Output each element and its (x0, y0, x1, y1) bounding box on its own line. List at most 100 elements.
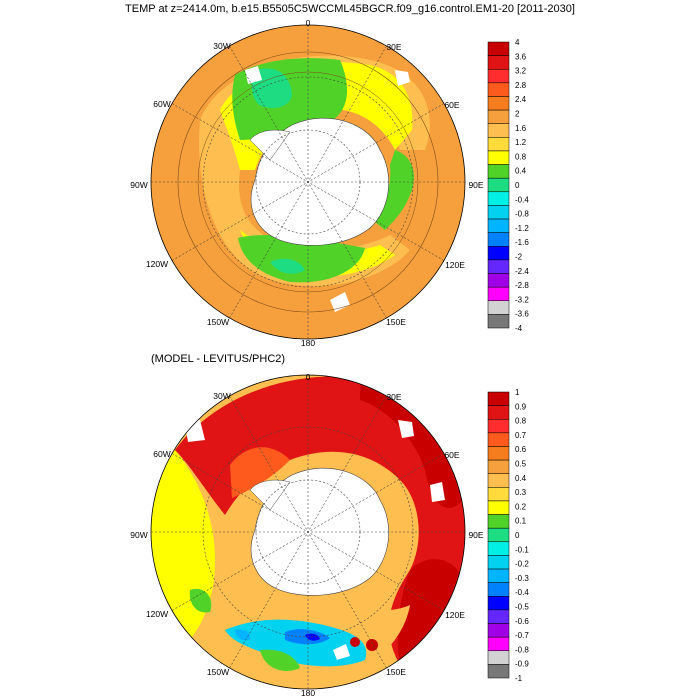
bottom-map-panel: 1 0.9 0.8 0.7 0.6 0.5 0.4 0.3 0.2 0.1 0 -0.1 -0.2 -0.… (0, 350, 700, 700)
top-lon-label-90w: 90W (130, 180, 148, 190)
bottom-lon-label-150w: 150W (206, 667, 230, 677)
top-colorbar-label-13: -1.2 (515, 224, 529, 233)
top-map-panel: 4 3.6 3.2 2.8 2.4 2 1.6 1.2 0.8 0.4 0 -0.4 -0.8 -1.2 -… (130, 18, 529, 348)
bottom-lon-label-150e: 150E (386, 667, 406, 677)
bottom-colorbar-box-6 (487, 473, 510, 488)
top-colorbar: 4 3.6 3.2 2.8 2.4 2 1.6 1.2 0.8 0.4 0 -0.4 -0.8 -1.2 -… (487, 38, 529, 333)
bottom-colorbar-label-18: -0.8 (515, 645, 529, 654)
bottom-missing-data-3 (333, 644, 350, 660)
top-lon-label-120w: 120W (145, 259, 169, 269)
top-colorbar-box-11 (487, 191, 510, 206)
bottom-colorbar-box-17 (487, 623, 510, 638)
top-colorbar-label-10: 0 (515, 181, 520, 190)
top-colorbar-box-1 (487, 55, 510, 70)
top-colorbar-box-10 (487, 177, 510, 193)
top-peninsula (249, 129, 291, 161)
bottom-colorbar-box-13 (487, 568, 510, 583)
bottom-colorbar-label-17: -0.7 (515, 631, 529, 640)
bottom-colorbar-box-15 (487, 596, 510, 611)
top-colorbar-label-8: 0.8 (515, 152, 527, 161)
top-colorbar-label-1: 3.6 (515, 52, 527, 61)
bottom-lon-label-90e: 90E (468, 530, 484, 540)
bottom-peninsula (249, 479, 291, 511)
bottom-lon-label-90w: 90W (130, 530, 148, 540)
top-map-title: TEMP at z=2414.0m, b.e15.B5505C5WCCML45B… (125, 3, 575, 15)
bottom-colorbar-box-0 (487, 391, 510, 406)
bottom-green-patch-west (189, 588, 212, 613)
bottom-colorbar-box-20 (487, 664, 510, 679)
bottom-colorbar-box-1 (487, 405, 510, 420)
bottom-graticule (151, 375, 465, 689)
bottom-colorbar-label-12: -0.2 (515, 560, 529, 569)
bottom-colorbar-label-3: 0.7 (515, 431, 527, 440)
bottom-green-patch-south (260, 649, 300, 671)
top-colorbar-label-3: 2.8 (515, 81, 527, 90)
bottom-colorbar-label-1: 0.9 (515, 402, 527, 411)
bottom-colorbar-label-10: 0 (515, 531, 520, 540)
top-lon-label-0: 0 (305, 18, 311, 28)
top-lon-label-180: 180 (300, 338, 316, 348)
bottom-colorbar-label-7: 0.3 (515, 488, 527, 497)
bottom-colorbar-box-4 (487, 446, 510, 461)
top-colorbar-box-3 (487, 82, 510, 97)
top-colorbar-box-6 (487, 123, 510, 138)
top-colorbar-label-15: -2 (515, 253, 523, 262)
bottom-colorbar-label-11: -0.1 (515, 545, 529, 554)
bottom-colorbar-box-16 (487, 609, 510, 624)
top-colorbar-box-5 (487, 109, 510, 124)
top-colorbar-box-17 (487, 273, 510, 288)
bottom-polar-map: 1 0.9 0.8 0.7 0.6 0.5 0.4 0.3 0.2 0.1 0 -0.1 -0.2 -0.… (150, 374, 529, 690)
top-colorbar-label-4: 2.4 (515, 95, 527, 104)
bottom-lon-label-60e: 60E (444, 450, 460, 460)
bottom-lon-label-30w: 30W (213, 391, 231, 401)
top-colorbar-box-0 (487, 41, 510, 56)
bottom-lon-label-120e: 120E (445, 610, 465, 620)
top-lon-label-30e: 30E (386, 42, 402, 52)
top-colorbar-label-16: -2.4 (515, 267, 529, 276)
top-colorbar-label-14: -1.6 (515, 238, 529, 247)
bottom-colorbar-box-19 (487, 650, 510, 665)
top-colorbar-box-19 (487, 300, 510, 315)
top-lon-label-120e: 120E (445, 260, 465, 270)
bottom-warm-spot-2 (366, 639, 378, 651)
top-colorbar-box-12 (487, 205, 510, 220)
top-green-region-south (238, 235, 365, 283)
bottom-lon-label-60w: 60W (153, 449, 171, 459)
bottom-colorbar-box-7 (487, 487, 510, 502)
bottom-colorbar-label-2: 0.8 (515, 417, 527, 426)
top-colorbar-label-7: 1.2 (515, 138, 527, 147)
bottom-lon-label-120w: 120W (145, 609, 169, 619)
bottom-lon-label-30e: 30E (386, 392, 402, 402)
bottom-colorbar-label-13: -0.3 (515, 574, 529, 583)
bottom-colorbar-box-14 (487, 582, 510, 597)
top-contour-1 (177, 51, 439, 313)
top-colorbar-box-15 (487, 246, 510, 261)
top-colorbar-box-7 (487, 137, 510, 152)
bottom-colorbar: 1 0.9 0.8 0.7 0.6 0.5 0.4 0.3 0.2 0.1 0 -0.1 -0.2 -0.… (487, 388, 529, 683)
top-lon-label-150e: 150E (386, 317, 406, 327)
top-colorbar-label-12: -0.8 (515, 210, 529, 219)
bottom-lon-label-0: 0 (305, 372, 311, 382)
top-colorbar-box-8 (487, 150, 510, 165)
bottom-colorbar-box-5 (487, 459, 510, 474)
bottom-colorbar-box-12 (487, 555, 510, 570)
bottom-colorbar-label-6: 0.4 (515, 474, 527, 483)
top-colorbar-box-14 (487, 232, 510, 247)
top-colorbar-label-19: -3.6 (515, 310, 529, 319)
top-lon-label-60w: 60W (153, 99, 171, 109)
top-colorbar-box-20 (487, 314, 510, 329)
top-lon-label-60e: 60E (444, 100, 460, 110)
bottom-colorbar-label-16: -0.6 (515, 617, 529, 626)
bottom-colorbar-label-4: 0.6 (515, 445, 527, 454)
bottom-colorbar-label-0: 1 (515, 388, 520, 397)
bottom-missing-data-1 (398, 420, 414, 438)
top-colorbar-label-6: 1.6 (515, 124, 527, 133)
bottom-colorbar-label-20: -1 (515, 674, 523, 683)
top-missing-data-3 (245, 66, 262, 84)
top-colorbar-box-9 (487, 164, 510, 179)
bottom-colorbar-box-18 (487, 636, 510, 652)
top-missing-data-1 (395, 70, 410, 86)
bottom-darkred-east (397, 559, 462, 665)
bottom-colorbar-label-14: -0.4 (515, 588, 529, 597)
top-colorbar-label-0: 4 (515, 38, 520, 47)
